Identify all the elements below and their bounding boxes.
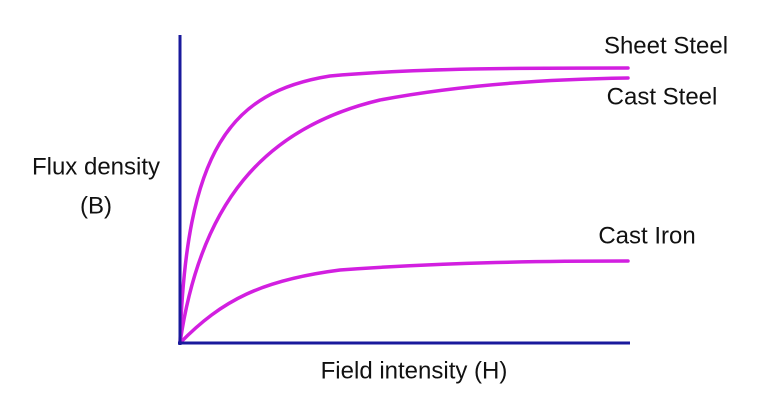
y-axis-label: (B) <box>80 192 112 219</box>
curve-label: Cast Steel <box>607 83 718 110</box>
curve-label: Sheet Steel <box>604 32 728 59</box>
cast-steel-curve <box>178 76 630 345</box>
curve-label: Cast Iron <box>598 222 695 249</box>
cast-iron-curve <box>178 259 630 345</box>
sheet-steel-curve <box>178 66 630 345</box>
x-axis-label: Field intensity (H) <box>321 357 508 384</box>
y-axis-label: Flux density <box>32 153 160 180</box>
